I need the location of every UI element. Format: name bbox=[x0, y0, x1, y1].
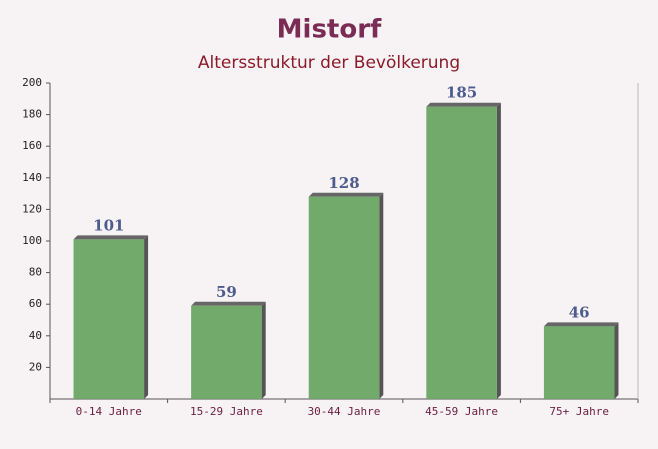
y-tick-label: 120 bbox=[22, 202, 42, 215]
bar-side bbox=[379, 192, 384, 399]
bar-side bbox=[496, 102, 501, 399]
data-label: 101 bbox=[93, 216, 124, 234]
data-label: 185 bbox=[446, 84, 477, 102]
y-tick-label: 80 bbox=[29, 266, 42, 279]
bar bbox=[543, 326, 615, 399]
x-tick-label: 30-44 Jahre bbox=[308, 405, 381, 418]
chart-title: Mistorf bbox=[277, 15, 382, 45]
data-label: 59 bbox=[216, 283, 237, 301]
chart-subtitle: Altersstruktur der Bevölkerung bbox=[198, 53, 460, 73]
y-tick-label: 20 bbox=[29, 360, 42, 373]
y-tick-label: 180 bbox=[22, 108, 42, 121]
y-tick-label: 200 bbox=[22, 76, 42, 89]
x-tick-label: 75+ Jahre bbox=[549, 405, 609, 418]
bar bbox=[191, 305, 262, 399]
x-tick-label: 45-59 Jahre bbox=[425, 405, 498, 418]
data-label: 128 bbox=[328, 174, 359, 192]
bar-top bbox=[426, 102, 501, 107]
bar bbox=[426, 106, 497, 399]
y-tick-label: 40 bbox=[29, 329, 42, 342]
bar-top bbox=[308, 192, 384, 197]
bar bbox=[308, 196, 380, 399]
x-tick-label: 15-29 Jahre bbox=[190, 405, 263, 418]
y-tick-label: 100 bbox=[22, 234, 42, 247]
bar-top bbox=[73, 235, 149, 240]
data-label: 46 bbox=[569, 303, 590, 321]
bar-side bbox=[614, 322, 619, 399]
x-tick-label: 0-14 Jahre bbox=[76, 405, 142, 418]
bar-top bbox=[191, 301, 266, 306]
bar-top bbox=[543, 322, 619, 327]
bar bbox=[73, 239, 145, 399]
y-tick-label: 140 bbox=[22, 171, 42, 184]
y-tick-label: 160 bbox=[22, 139, 42, 152]
bar-side bbox=[144, 235, 149, 399]
y-tick-label: 60 bbox=[29, 297, 42, 310]
bar-side bbox=[261, 301, 266, 399]
